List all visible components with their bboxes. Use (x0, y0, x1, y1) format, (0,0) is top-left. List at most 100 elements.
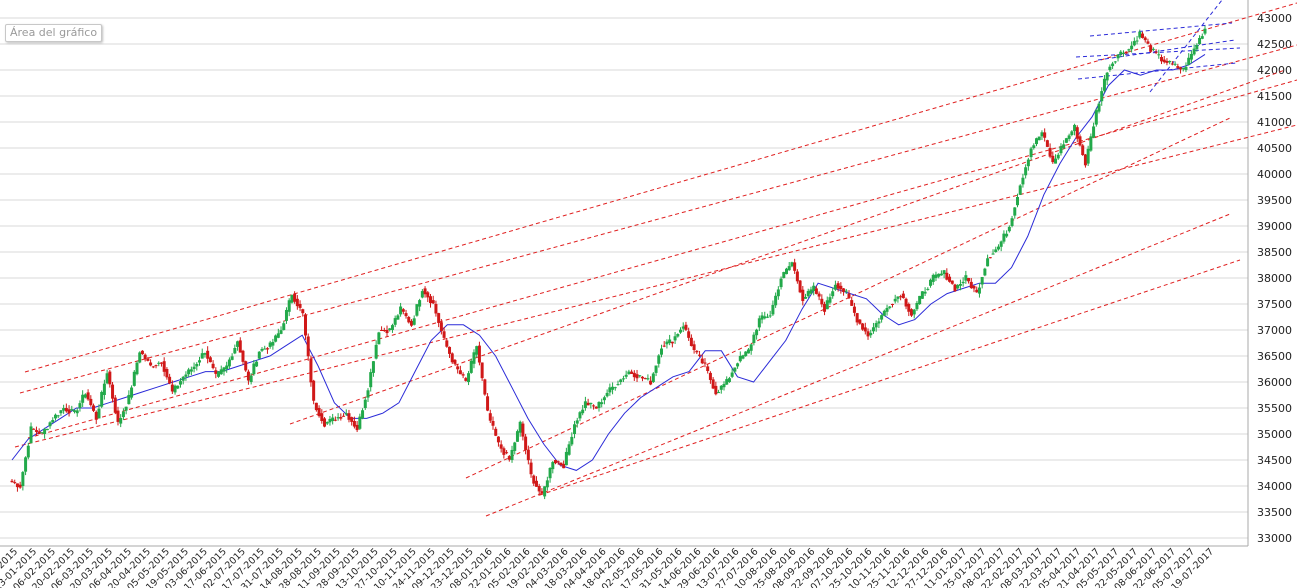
candle-down (537, 486, 541, 492)
candle-up (1086, 148, 1090, 164)
candle-up (885, 307, 889, 312)
candle-up (651, 373, 655, 382)
candle-up (328, 418, 332, 423)
candle-up (755, 329, 759, 336)
candle-up (619, 379, 623, 382)
candle-down (407, 317, 411, 323)
candle-down (437, 313, 441, 323)
candle-up (518, 421, 522, 433)
candle-down (429, 296, 433, 304)
candle-up (882, 310, 886, 316)
candle-up (233, 348, 237, 354)
candle-up (469, 360, 473, 373)
y-tick-label: 38500 (1257, 246, 1292, 259)
candle-down (18, 484, 22, 488)
candle-up (1105, 72, 1109, 81)
candle-down (823, 304, 827, 312)
candle-down (948, 276, 952, 282)
candle-down (439, 322, 443, 332)
candle-down (855, 313, 859, 323)
candle-up (62, 408, 66, 411)
candle-up (187, 369, 191, 375)
candle-down (1165, 60, 1169, 63)
candle-up (157, 362, 161, 364)
candle-up (124, 406, 128, 411)
candle-up (1127, 49, 1131, 51)
candle-down (1124, 51, 1128, 54)
candle-up (510, 449, 514, 460)
candle-up (613, 387, 617, 389)
candle-up (1198, 37, 1202, 44)
candle-down (303, 314, 307, 336)
candle-up (719, 385, 723, 390)
candle-up (189, 369, 193, 372)
candle-up (659, 348, 663, 355)
candle-up (1015, 197, 1019, 206)
candle-up (880, 315, 884, 320)
candle-up (1035, 138, 1039, 145)
candle-down (586, 402, 590, 406)
candle-down (37, 431, 41, 435)
y-tick-label: 41000 (1257, 116, 1292, 129)
candle-up (589, 402, 593, 405)
candle-down (401, 309, 405, 312)
candle-up (56, 415, 60, 417)
y-axis: 33000 33500 34000 34500 35000 35500 36000 36500… (0, 0, 1292, 547)
candle-down (972, 285, 976, 289)
candle-up (999, 241, 1003, 247)
candle-up (583, 401, 587, 408)
candle-down (687, 331, 691, 338)
y-tick-label: 33500 (1257, 506, 1292, 519)
candle-down (858, 319, 862, 324)
candle-down (352, 421, 356, 427)
candle-up (472, 352, 476, 364)
candle-up (725, 379, 729, 385)
candle-down (477, 345, 481, 363)
candle-up (804, 296, 808, 299)
candle-down (890, 304, 894, 305)
candle-up (100, 391, 104, 407)
candle-down (953, 284, 957, 292)
candle-down (556, 461, 560, 463)
candle-down (521, 423, 525, 437)
candle-up (578, 412, 582, 419)
candle-up (255, 361, 259, 367)
candle-up (287, 300, 291, 312)
candle-down (154, 365, 158, 367)
moving-average-line (11, 53, 1206, 471)
candle-up (1089, 136, 1093, 151)
candle-up (749, 344, 753, 351)
candle-up (70, 409, 74, 411)
candle-down (295, 298, 299, 307)
candle-down (15, 483, 19, 488)
candle-up (200, 353, 204, 359)
candle-down (711, 379, 715, 389)
channel-lines (14, 2, 1297, 517)
candle-up (763, 316, 767, 319)
candle-down (861, 323, 865, 330)
candle-down (839, 285, 843, 290)
candle-up (665, 341, 669, 345)
candle-down (323, 418, 327, 427)
candle-up (980, 276, 984, 285)
candle-down (1048, 148, 1052, 157)
candle-up (336, 417, 340, 419)
candle-up (543, 486, 547, 497)
candle-up (1119, 51, 1123, 55)
y-tick-label: 42000 (1257, 64, 1292, 77)
candle-up (994, 249, 998, 252)
y-tick-label: 43000 (1257, 12, 1292, 25)
candle-down (795, 271, 799, 282)
candle-down (950, 280, 954, 284)
candle-up (53, 414, 57, 419)
candle-down (496, 436, 500, 443)
y-tick-label: 41500 (1257, 90, 1292, 103)
candle-up (869, 332, 873, 336)
candle-up (361, 410, 365, 419)
moving-average-path (11, 53, 1206, 471)
candle-down (448, 346, 452, 354)
candle-down (850, 300, 854, 306)
candle-down (64, 408, 68, 412)
candle-up (825, 300, 829, 310)
x-axis: 09-01-201523-01-201506-02-201520-02-2015… (0, 546, 1216, 588)
